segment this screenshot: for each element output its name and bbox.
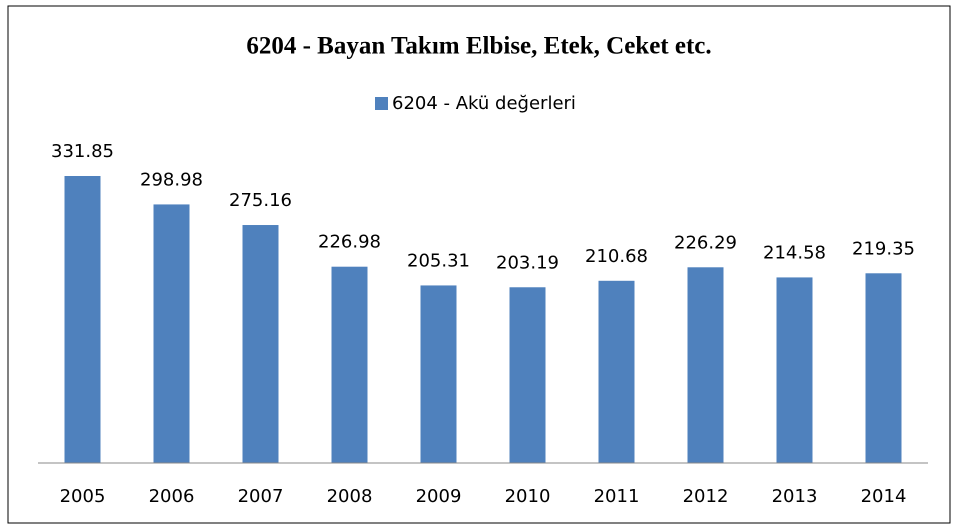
x-tick-label: 2006 (149, 486, 195, 507)
value-label: 210.68 (585, 246, 648, 267)
bar (509, 287, 546, 463)
x-tick-label: 2009 (416, 486, 462, 507)
legend-swatch (375, 97, 388, 110)
bar (64, 176, 101, 463)
x-tick-label: 2014 (861, 486, 907, 507)
value-label: 214.58 (763, 242, 826, 263)
value-label: 226.98 (318, 232, 381, 253)
x-tick-label: 2010 (505, 486, 551, 507)
bar (598, 280, 635, 463)
bar (153, 204, 190, 464)
bar (242, 225, 279, 463)
value-label: 298.98 (140, 169, 203, 190)
legend-label: 6204 - Akü değerleri (392, 93, 576, 114)
x-tick-label: 2007 (238, 486, 284, 507)
bar (687, 267, 724, 463)
value-label: 219.35 (852, 238, 915, 259)
value-label: 275.16 (229, 190, 292, 211)
x-tick-label: 2013 (772, 486, 818, 507)
value-label: 203.19 (496, 252, 559, 273)
value-label: 205.31 (407, 250, 470, 271)
bar (331, 266, 368, 463)
x-tick-label: 2005 (60, 486, 106, 507)
bar (420, 285, 457, 463)
bar (776, 277, 813, 463)
chart-title: 6204 - Bayan Takım Elbise, Etek, Ceket e… (246, 33, 711, 60)
x-tick-label: 2011 (594, 486, 640, 507)
bar (865, 273, 902, 463)
x-tick-label: 2012 (683, 486, 729, 507)
x-tick-label: 2008 (327, 486, 373, 507)
value-label: 226.29 (674, 232, 737, 253)
value-label: 331.85 (51, 141, 114, 162)
